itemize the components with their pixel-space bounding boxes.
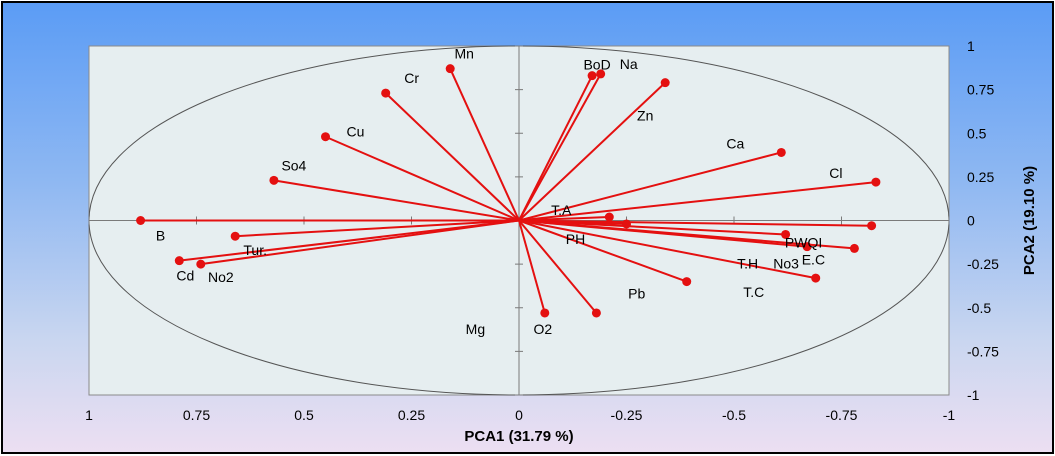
vector-point-mg [591, 308, 601, 318]
vector-point-cr [381, 88, 391, 98]
vector-label-o2: O2 [533, 321, 552, 337]
vector-point-tur [230, 231, 240, 241]
vector-point-pwqi [867, 221, 877, 231]
y-tick-label: -0.75 [967, 343, 999, 359]
vector-tc [518, 219, 816, 280]
vector-point-cd [174, 256, 184, 266]
y-tick-label: 0.75 [967, 82, 994, 98]
vector-pwqi [518, 219, 872, 227]
x-tick-label: 0.5 [294, 407, 314, 423]
vector-label-so4: So4 [281, 157, 306, 173]
vector-tur [235, 219, 520, 238]
vector-cu [325, 135, 520, 222]
vector-label-tur: Tur. [243, 242, 267, 258]
vector-point-tc [811, 273, 821, 283]
vector-point-no3 [802, 242, 812, 252]
vector-label-mn: Mn [454, 46, 473, 62]
vector-label-zn: Zn [637, 108, 653, 124]
vector-ca [518, 151, 782, 222]
x-axis-title: PCA1 (31.79 %) [464, 428, 573, 445]
vector-bod [518, 75, 593, 221]
vector-th [518, 219, 786, 236]
vector-label-cl: Cl [829, 165, 842, 181]
vector-point-cu [321, 132, 330, 142]
vector-zn [518, 81, 666, 222]
vector-point-o2 [540, 308, 550, 318]
vector-point-na [596, 69, 606, 79]
y-tick-label: -0.25 [967, 256, 999, 272]
vector-pb [518, 219, 688, 283]
vector-point-ec [849, 243, 859, 253]
x-tick-label: -0.5 [722, 407, 746, 423]
vector-label-ec: E.C [802, 251, 825, 267]
vector-label-cr: Cr [404, 70, 419, 86]
y-tick-label: -0.5 [967, 300, 991, 316]
x-tick-label: -1 [943, 407, 956, 423]
vector-no2 [200, 219, 520, 266]
vector-na [518, 73, 602, 221]
vector-point-ca [776, 147, 786, 157]
x-tick-label: -0.75 [826, 407, 858, 423]
vector-o2 [518, 220, 546, 314]
vector-no3 [518, 219, 808, 248]
vector-point-ta [604, 212, 614, 222]
x-tick-label: 0 [515, 407, 523, 423]
vector-point-so4 [269, 175, 279, 185]
x-tick-label: -0.25 [611, 407, 643, 423]
y-tick-label: 0 [967, 213, 975, 229]
x-tick-label: 1 [85, 407, 93, 423]
vector-label-ph: PH [566, 231, 585, 247]
vector-label-b: B [156, 228, 165, 244]
vector-mg [518, 219, 598, 314]
y-tick-label: 1 [967, 38, 975, 54]
y-tick-label: 0.5 [967, 125, 987, 141]
vector-point-no2 [196, 259, 206, 269]
vector-label-ta: T.A [551, 202, 572, 218]
vector-label-pb: Pb [628, 286, 645, 302]
vector-label-no3: No3 [773, 256, 799, 272]
vector-point-th [781, 229, 791, 239]
vector-label-tc: T.C [743, 284, 764, 300]
vector-cl [518, 181, 877, 222]
vector-point-cl [871, 177, 881, 187]
vector-label-ca: Ca [726, 135, 744, 151]
vector-label-mg: Mg [466, 321, 485, 337]
vector-label-cu: Cu [347, 124, 365, 140]
x-tick-label: 0.25 [398, 407, 425, 423]
vector-point-mn [445, 64, 455, 74]
vector-label-na: Na [620, 56, 638, 72]
vector-point-pb [682, 277, 692, 287]
vector-label-bod: BoD [583, 57, 610, 73]
vector-so4 [273, 179, 520, 222]
vector-point-bod [587, 71, 597, 81]
y-tick-label: -1 [967, 387, 980, 403]
x-tick-label: 0.75 [183, 407, 210, 423]
y-axis-title: PCA2 (19.10 %) [1021, 166, 1038, 275]
vector-point-b [136, 216, 146, 225]
vector-point-zn [660, 78, 670, 88]
vector-cr [385, 92, 520, 222]
vector-cd [179, 219, 520, 262]
vector-label-th: T.H [737, 255, 758, 271]
vector-label-no2: No2 [208, 269, 234, 285]
vector-mn [449, 68, 520, 221]
vector-label-pwqi: PWQI [785, 235, 822, 251]
y-tick-label: 0.25 [967, 169, 994, 185]
vector-label-cd: Cd [176, 268, 194, 284]
